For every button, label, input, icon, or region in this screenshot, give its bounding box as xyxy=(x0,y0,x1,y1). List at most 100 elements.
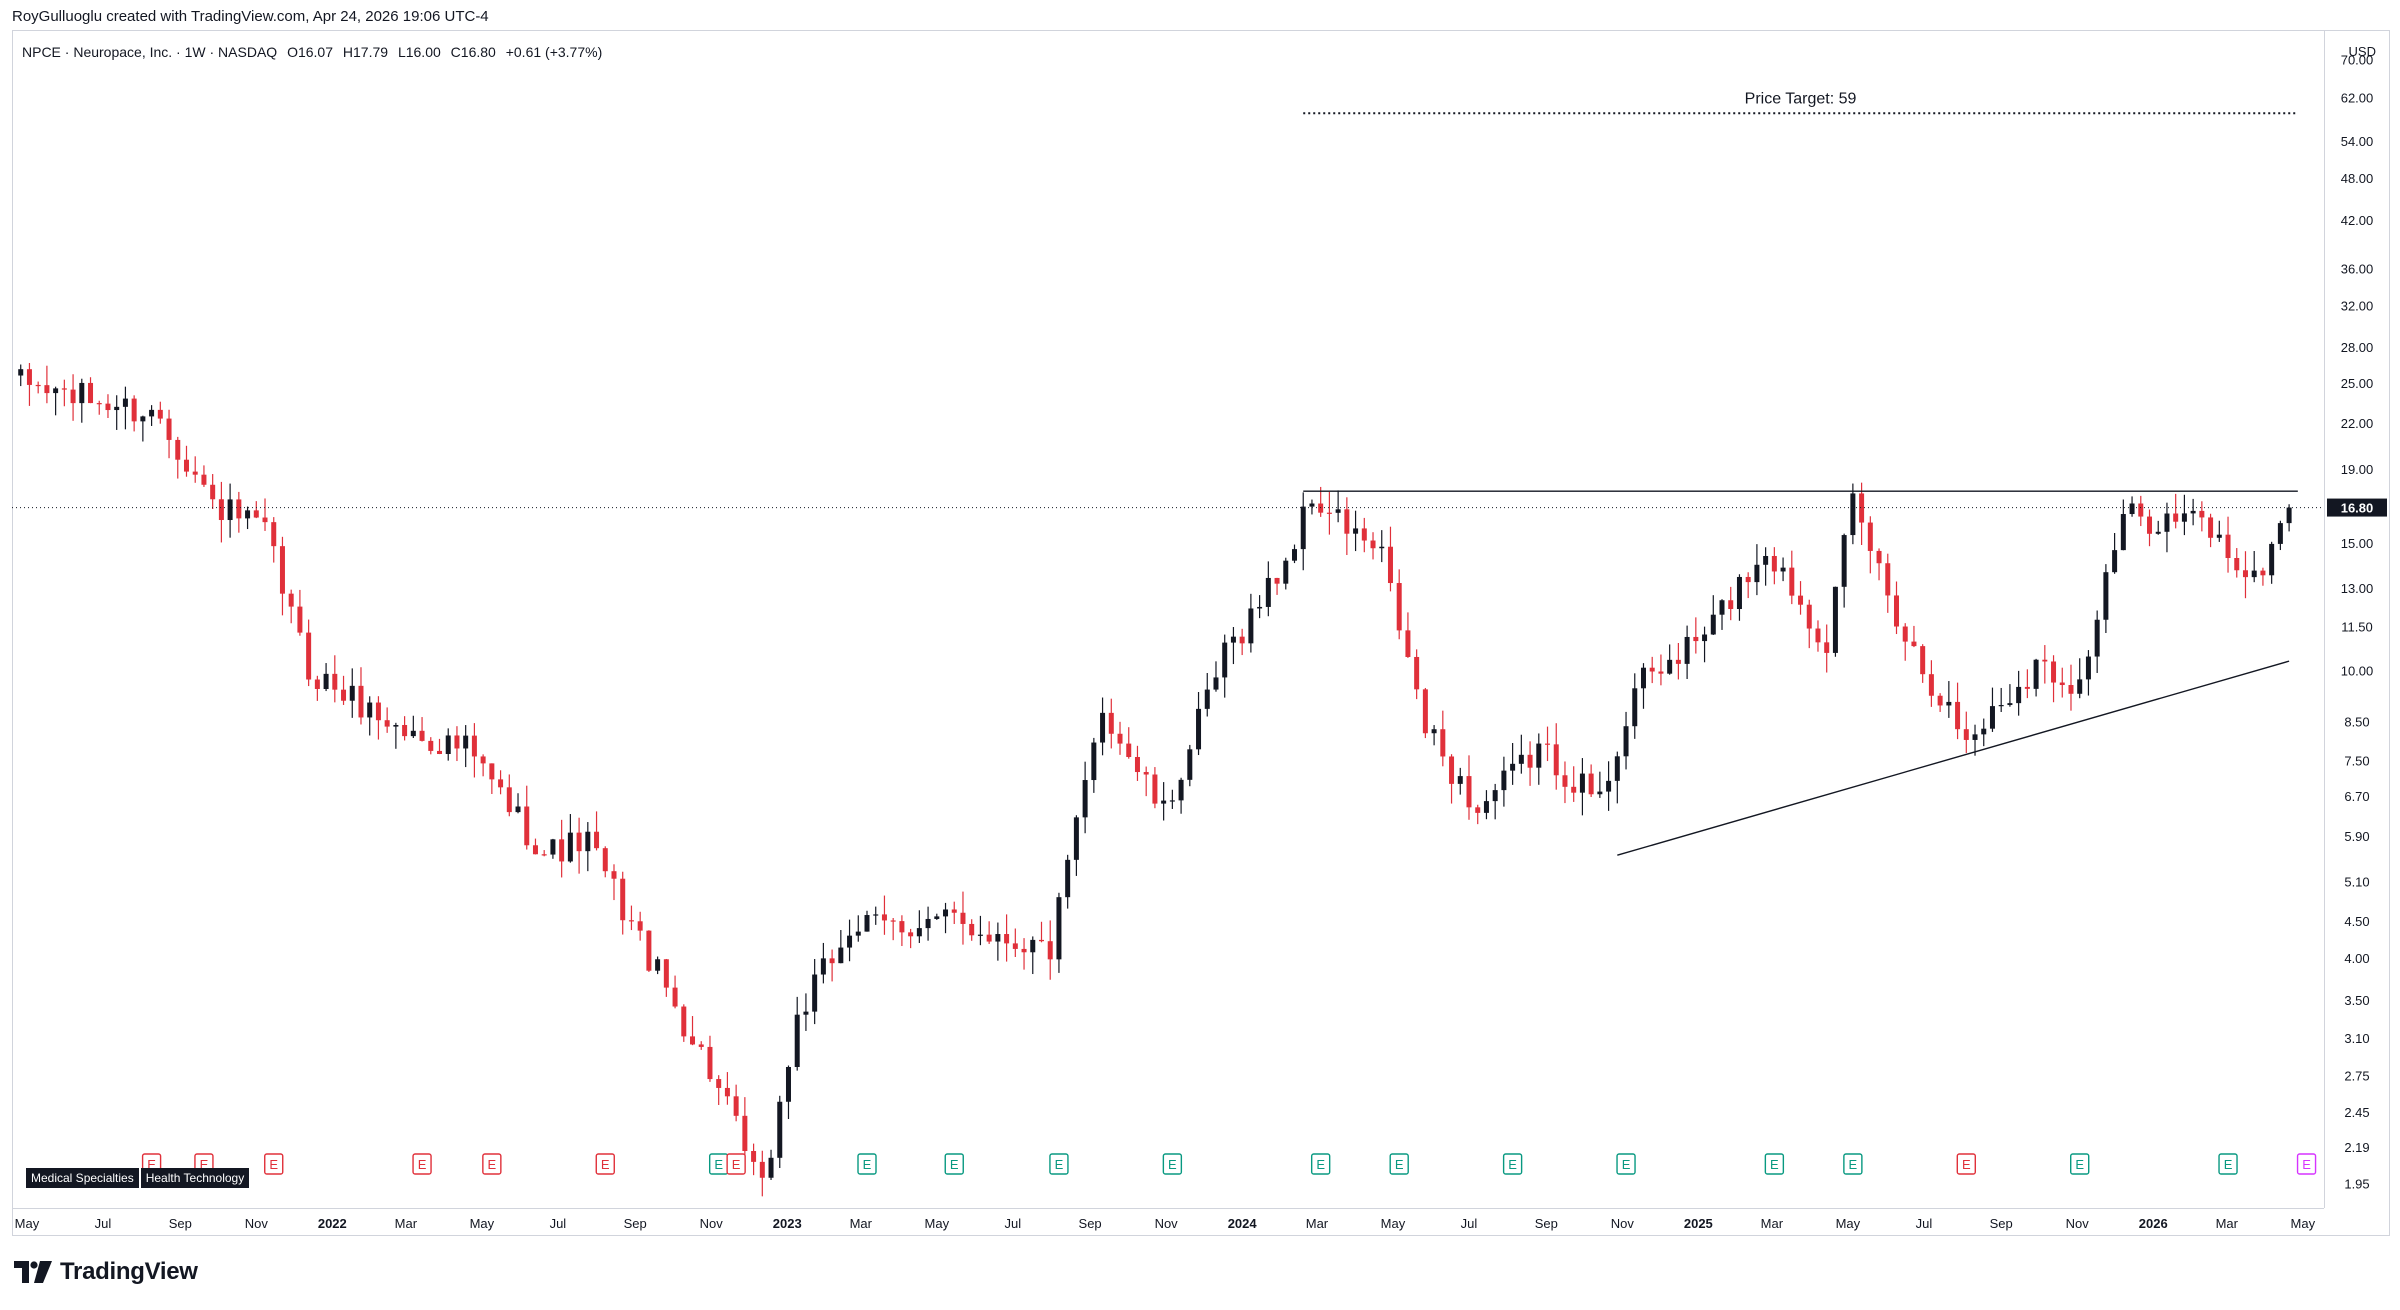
tradingview-logo-icon xyxy=(14,1261,52,1283)
candle-body xyxy=(1152,774,1158,804)
time-tick-label: Mar xyxy=(2216,1216,2239,1231)
candle-body xyxy=(2103,572,2109,620)
time-tick-label: Sep xyxy=(1079,1216,1102,1231)
candle-body xyxy=(1545,743,1551,745)
candle-body xyxy=(279,546,285,594)
candle-body xyxy=(1257,606,1263,609)
candle-body xyxy=(367,702,373,718)
candle-body xyxy=(1422,689,1428,734)
earnings-marker: E xyxy=(944,1153,964,1175)
candle-body xyxy=(1300,506,1306,550)
candle-body xyxy=(1187,749,1193,780)
candle-body xyxy=(672,987,678,1007)
candle-body xyxy=(1501,770,1507,791)
candle-body xyxy=(698,1044,704,1047)
ohlc-high: H17.79 xyxy=(342,44,389,60)
price-tick-label: 4.00 xyxy=(2344,951,2369,966)
earnings-marker-label: E xyxy=(2302,1157,2311,1172)
ohlc-close: C16.80 xyxy=(450,44,496,60)
earnings-marker: E xyxy=(2070,1153,2090,1175)
candle-body xyxy=(1353,528,1359,534)
price-tick-label: 62.00 xyxy=(2341,91,2374,106)
candle-body xyxy=(820,958,826,975)
earnings-marker-box xyxy=(2070,1153,2090,1175)
candle-body xyxy=(1283,560,1289,584)
price-axis-ticks: 70.00 62.00 54.00 48.00 42.00 36.00 32.00 28.00… xyxy=(2327,53,2387,1191)
annotation-lines: Price Target: 59 xyxy=(12,90,2324,856)
candle-body xyxy=(2173,513,2179,522)
time-axis[interactable]: May Jul Sep Nov 2022 Mar May Jul Sep Nov 2023 Mar Ma… xyxy=(12,1208,2324,1236)
earnings-marker: E xyxy=(1049,1153,1069,1175)
candle-body xyxy=(1684,636,1690,664)
candle-body xyxy=(1466,776,1472,808)
candle-body xyxy=(995,934,1001,942)
candle-body xyxy=(541,854,547,856)
candle-body xyxy=(829,958,835,964)
candle-body xyxy=(1449,756,1455,784)
candle-body xyxy=(2094,619,2100,657)
tradingview-logo[interactable]: TradingView xyxy=(14,1258,198,1286)
candle-body xyxy=(1562,775,1568,787)
earnings-marker-label: E xyxy=(488,1157,497,1172)
candle-body xyxy=(2129,503,2135,515)
candle-body xyxy=(751,1151,757,1162)
candle-body xyxy=(122,398,128,407)
price-tick-label: 28.00 xyxy=(2341,340,2374,355)
time-tick-label: Jul xyxy=(1005,1216,1022,1231)
candle-body xyxy=(1134,756,1140,773)
earnings-marker-box xyxy=(2218,1153,2238,1175)
time-tick-label: Nov xyxy=(245,1216,269,1231)
candle-body xyxy=(1326,512,1332,514)
price-tick-label: 5.10 xyxy=(2344,875,2369,890)
ohlc-open: O16.07 xyxy=(287,44,334,60)
candle-body xyxy=(1928,674,1934,696)
candle-body xyxy=(2208,517,2214,538)
candle-body xyxy=(1012,943,1018,949)
candle-body xyxy=(1204,689,1210,709)
candle-body xyxy=(271,522,277,547)
candle-body xyxy=(297,606,303,633)
candle-body xyxy=(44,385,50,394)
candle-body xyxy=(149,409,155,417)
candle-body xyxy=(1056,897,1062,960)
time-tick-label: Nov xyxy=(1611,1216,1635,1231)
candle-body xyxy=(402,724,408,737)
price-tick-label: 19.00 xyxy=(2341,462,2374,477)
candle-body xyxy=(1745,576,1751,583)
candle-body xyxy=(61,388,67,390)
candle-body xyxy=(524,806,530,846)
candle-body xyxy=(2277,523,2283,544)
candle-body xyxy=(585,831,591,852)
earnings-marker-box xyxy=(1310,1153,1331,1175)
candle-body xyxy=(1344,509,1350,534)
candle-body xyxy=(349,685,355,701)
sector-tag-sector[interactable]: Health Technology xyxy=(140,1168,250,1188)
earnings-marker-label: E xyxy=(269,1157,278,1172)
candle-body xyxy=(1955,701,1961,730)
candle-body xyxy=(2251,570,2257,578)
candle-body xyxy=(681,1006,687,1037)
candle-body xyxy=(2085,656,2091,680)
candle-body xyxy=(463,735,469,749)
time-axis-ticks: May Jul Sep Nov 2022 Mar May Jul Sep Nov 2023 Mar Ma… xyxy=(15,1216,2316,1231)
candle-body xyxy=(1230,636,1236,643)
candle-body xyxy=(1030,939,1036,953)
price-tick-label: 13.00 xyxy=(2341,581,2374,596)
candle-body xyxy=(1073,817,1079,860)
time-tick-label: 2024 xyxy=(1228,1216,1258,1231)
candle-body xyxy=(192,471,198,475)
candle-body xyxy=(262,517,268,523)
candle-body xyxy=(1658,671,1664,674)
candle-body xyxy=(1536,743,1542,768)
earnings-marker-label: E xyxy=(601,1157,610,1172)
candle-body xyxy=(1702,634,1708,642)
earnings-marker-label: E xyxy=(200,1157,209,1172)
price-axis[interactable]: USD 70.00 62.00 54.00 48.00 42.00 36.00 32.00 2… xyxy=(2324,30,2390,1208)
candle-body xyxy=(1117,733,1123,744)
candle-body xyxy=(506,787,512,813)
candle-body xyxy=(2016,686,2022,704)
candle-body xyxy=(245,510,251,519)
sector-tag-industry[interactable]: Medical Specialties xyxy=(26,1168,139,1188)
